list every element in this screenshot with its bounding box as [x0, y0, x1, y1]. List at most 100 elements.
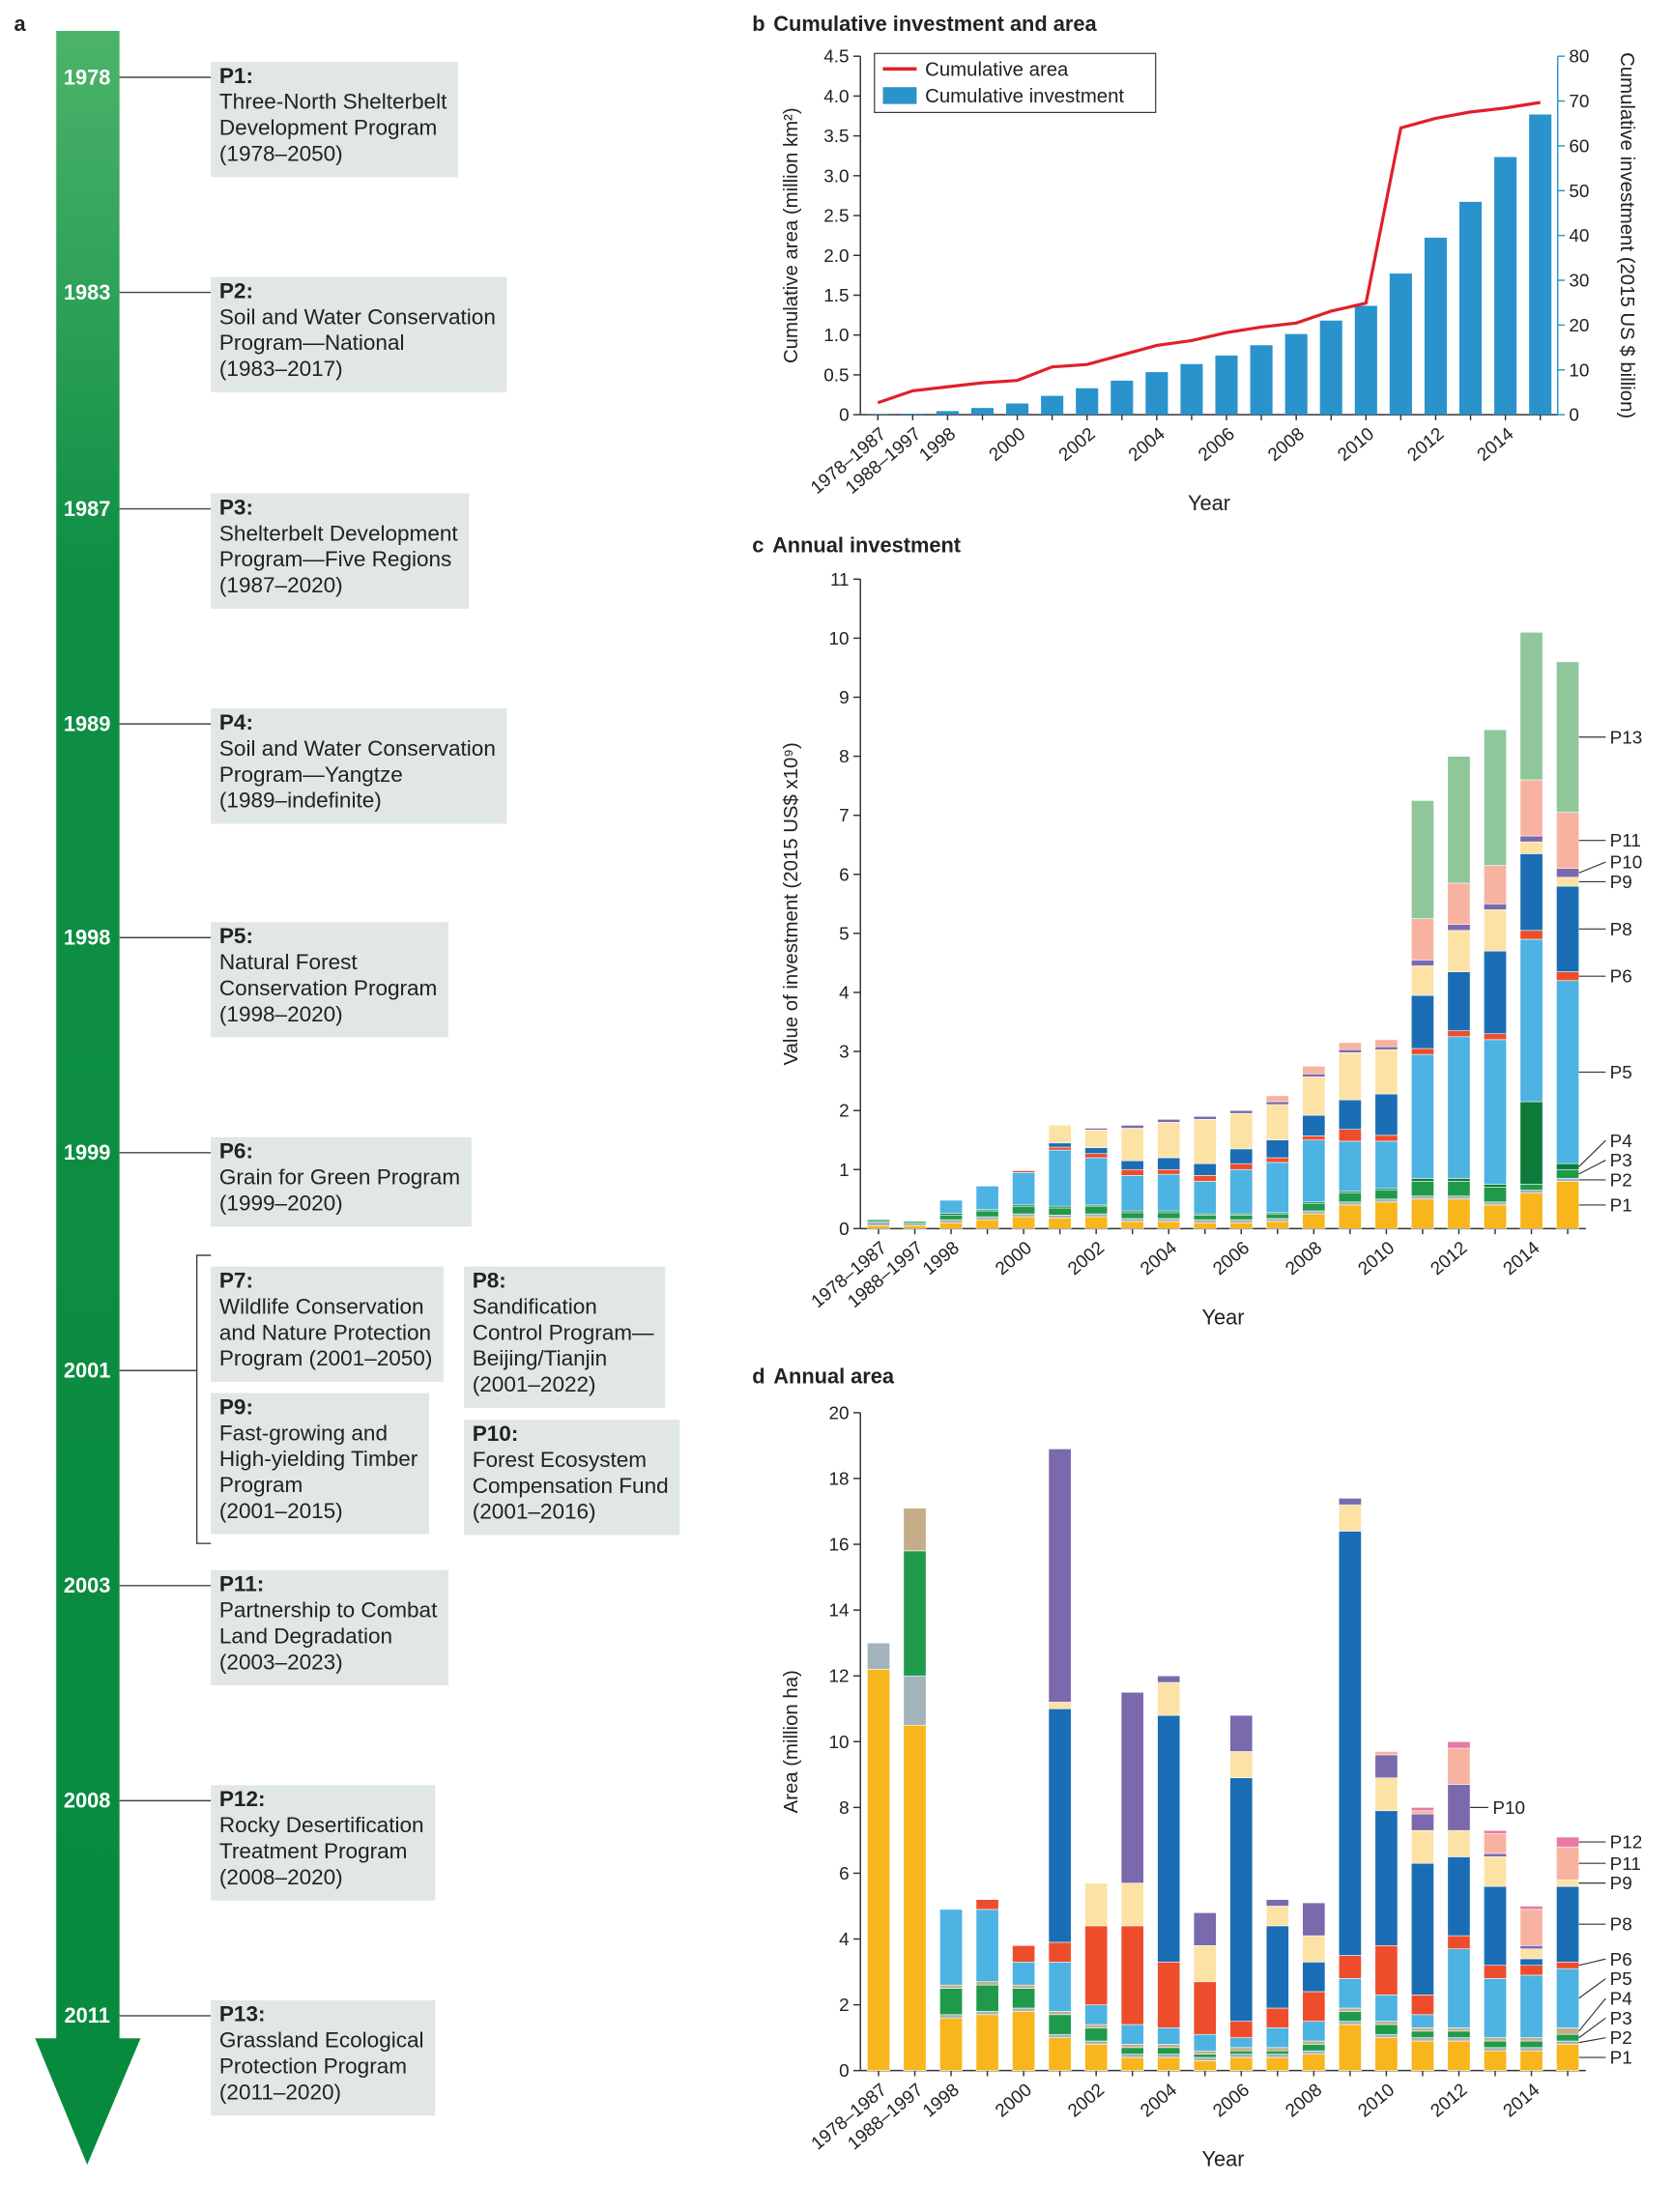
bar-segment — [1374, 2037, 1399, 2071]
y-tick-label: 0 — [839, 1220, 850, 1240]
bar-segment — [1556, 2033, 1579, 2042]
bar-segment — [1411, 1813, 1434, 1831]
bar-segment — [1338, 1955, 1362, 1979]
program-id: P13: — [219, 2002, 266, 2026]
program-text: Three-North Shelterbelt — [219, 90, 447, 114]
bar-segment — [1120, 1221, 1144, 1229]
program-box-bg — [464, 1420, 680, 1536]
bar — [1284, 333, 1308, 416]
bar-segment — [1229, 1777, 1254, 2022]
bar-segment — [1411, 2014, 1434, 2028]
year-label: 2008 — [64, 1789, 111, 1813]
bar — [1458, 201, 1483, 416]
bar — [1006, 403, 1029, 416]
line — [877, 101, 1541, 405]
bar-segment — [1338, 1129, 1362, 1142]
bar-segment — [1519, 1101, 1543, 1185]
bar-segment — [903, 1675, 927, 1726]
bar-segment — [1374, 1049, 1399, 1095]
bar-segment — [939, 1199, 963, 1214]
program-text: Program—National — [219, 330, 405, 355]
y-tick-label: 1 — [839, 1161, 850, 1181]
x-tick-label: 2012 — [1404, 424, 1449, 466]
program-text: Rocky Desertification — [219, 1813, 424, 1837]
program-text: (2003–2023) — [219, 1650, 343, 1674]
bar-segment — [1193, 2060, 1217, 2071]
bar-segment — [1447, 1948, 1471, 2028]
bar-segment — [1447, 882, 1471, 925]
bar-segment — [975, 2014, 999, 2071]
series-label: P12 — [1610, 1833, 1643, 1853]
legend-label: Cumulative investment — [925, 86, 1124, 107]
bar-segment — [1302, 1991, 1326, 2022]
program-text: (2011–2020) — [219, 2080, 341, 2104]
bar-segment — [1229, 2021, 1254, 2038]
program-text: and Nature Protection — [219, 1320, 431, 1344]
program-id: P2: — [219, 278, 253, 302]
program-text: (1983–2017) — [219, 357, 343, 381]
bar — [1319, 320, 1342, 416]
label-leader — [1578, 861, 1606, 874]
bar-segment — [1338, 2024, 1362, 2071]
y2-axis-title: Cumulative investment (2015 US $ billion… — [1616, 52, 1637, 418]
bar-segment — [1229, 1163, 1254, 1170]
bar-segment — [1374, 2021, 1399, 2025]
bar-segment — [1519, 930, 1543, 940]
x-tick-label: 2000 — [992, 2080, 1036, 2121]
y-tick-label: 4 — [839, 1930, 850, 1950]
program-text: Fast-growing and — [219, 1421, 388, 1445]
bar-segment — [1229, 1219, 1254, 1223]
y-tick-label: 4.0 — [823, 87, 849, 107]
chart-b: b Cumulative investment and area 0 0.5 1.0 1.… — [752, 12, 1637, 515]
title-text: Annual area — [773, 1364, 895, 1388]
bar-segment — [975, 1981, 999, 1986]
bar-segment — [1374, 1135, 1399, 1142]
program-box-bg — [211, 493, 470, 609]
bar-segment — [1411, 2030, 1434, 2038]
bar-segment — [1265, 1104, 1289, 1140]
bar-segment — [1338, 1192, 1362, 1203]
bar-segment — [1556, 1885, 1579, 1963]
program-text: Shelterbelt Development — [219, 521, 458, 545]
bar-segment — [1447, 1178, 1471, 1182]
bar-segment — [1411, 1048, 1434, 1055]
bar-segment — [1120, 1212, 1144, 1220]
x-tick-label: 2010 — [1334, 424, 1378, 466]
program-box-bg — [211, 1999, 436, 2116]
bar-segment — [1012, 1206, 1036, 1215]
bar-segment — [1265, 1906, 1289, 1927]
bar-segment — [1265, 1139, 1289, 1159]
bar-segment — [1157, 1218, 1181, 1222]
bar-segment — [1302, 2044, 1326, 2052]
bar-segment — [1048, 1708, 1072, 1943]
series-label: P11 — [1610, 1854, 1641, 1875]
bar-segment — [1447, 1747, 1471, 1785]
bar-segment — [1519, 1192, 1543, 1229]
program-text: Program—Five Regions — [219, 547, 451, 571]
bar-segment — [939, 1215, 963, 1221]
bar-segment — [1484, 1965, 1507, 1979]
year-label: 1998 — [64, 926, 111, 950]
program-text: Treatment Program — [219, 1839, 408, 1863]
bar-segment — [1374, 1201, 1399, 1229]
bar-segment — [1447, 924, 1471, 932]
bar-segment — [1229, 1714, 1254, 1752]
bar-segment — [1265, 2050, 1289, 2054]
bar-segment — [1484, 865, 1507, 905]
bar-segment — [1012, 1170, 1036, 1173]
bar-segment — [1556, 1168, 1579, 1179]
series-label: P9 — [1610, 1874, 1632, 1894]
bar-segment — [1556, 2044, 1579, 2071]
bar-segment — [1265, 1101, 1289, 1106]
program-text: (1999–2020) — [219, 1191, 343, 1215]
x-tick-label: 2002 — [1064, 2080, 1109, 2121]
program-box-bg — [211, 922, 448, 1038]
bar-segment — [867, 1224, 890, 1229]
program-text: (1978–2050) — [219, 142, 343, 166]
bar-segment — [1265, 1221, 1289, 1229]
bar-segment — [1302, 1902, 1326, 1937]
bar-segment — [1302, 2021, 1326, 2042]
bar-segment — [1411, 1053, 1434, 1179]
bar-segment — [1084, 1128, 1109, 1131]
x-tick-label: 2008 — [1282, 1238, 1326, 1279]
